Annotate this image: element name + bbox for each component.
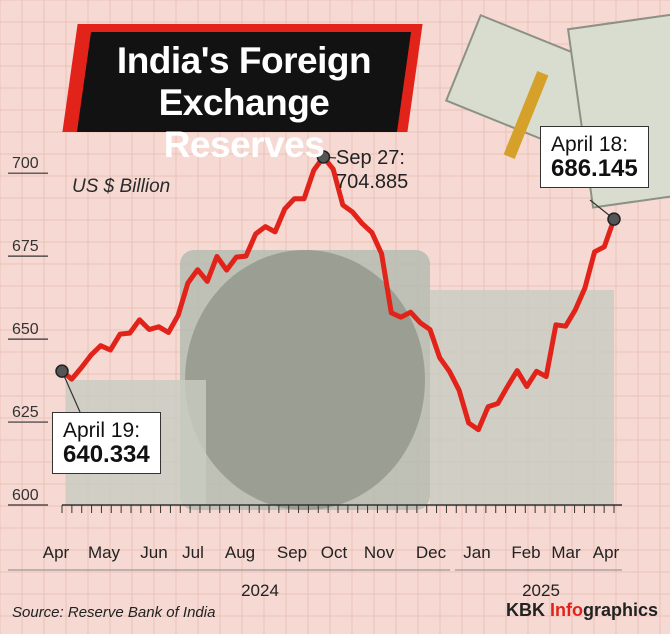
title-box: India's Foreign Exchange Reserves xyxy=(62,24,423,165)
x-tick-label: Feb xyxy=(511,543,540,562)
y-tick-label: 675 xyxy=(12,238,39,255)
x-tick-label: Nov xyxy=(364,543,395,562)
x-tick-label: Apr xyxy=(43,543,70,562)
series-line xyxy=(59,154,617,433)
x-tick-label: Apr xyxy=(593,543,620,562)
year-label: 2025 xyxy=(522,581,560,600)
point-end xyxy=(607,212,621,226)
x-tick-label: Aug xyxy=(225,543,255,562)
x-tick-label: Jun xyxy=(140,543,167,562)
credit-accent: Info xyxy=(549,600,583,620)
x-tick-label: Sep xyxy=(277,543,307,562)
title-line-2: Exchange Reserves xyxy=(158,82,330,165)
bundle-band xyxy=(503,71,549,159)
callout-start-date: April 19: xyxy=(63,419,141,442)
x-tick-label: Jul xyxy=(182,543,204,562)
title-line-1: India's Foreign xyxy=(116,40,372,81)
callout-start: April 19: 640.334 xyxy=(52,412,161,474)
callout-end: April 18: 686.145 xyxy=(540,126,649,188)
point-start xyxy=(55,364,69,378)
y-tick-label: 650 xyxy=(12,321,39,338)
credit-suffix: graphics xyxy=(582,600,658,620)
y-tick-label: 625 xyxy=(12,404,39,421)
credit: KBK Infographics xyxy=(506,600,658,621)
y-tick-label: 600 xyxy=(12,487,39,504)
callout-end-date: April 18: xyxy=(551,133,629,156)
chart-title: India's Foreign Exchange Reserves xyxy=(84,40,404,166)
x-tick-label: Mar xyxy=(551,543,581,562)
x-tick-label: Oct xyxy=(321,543,348,562)
credit-prefix: KBK xyxy=(505,600,550,620)
x-tick-label: May xyxy=(88,543,121,562)
point-start-leader xyxy=(61,370,81,413)
source-note: Source: Reserve Bank of India xyxy=(12,604,216,621)
peak-label: Sep 27: 704.885 xyxy=(336,146,408,194)
year-label: 2024 xyxy=(241,581,279,600)
peak-date: Sep 27: xyxy=(336,147,405,169)
callout-end-value: 686.145 xyxy=(551,155,638,182)
y-tick-label: 700 xyxy=(12,155,39,172)
banknote-right xyxy=(430,290,614,505)
callout-start-value: 640.334 xyxy=(63,441,150,468)
point-peak xyxy=(316,150,331,164)
x-tick-label: Jan xyxy=(463,543,490,562)
unit-label: US $ Billion xyxy=(72,176,171,197)
peak-value: 704.885 xyxy=(336,171,409,193)
portrait-oval xyxy=(185,250,425,510)
x-tick-label: Dec xyxy=(416,543,447,562)
